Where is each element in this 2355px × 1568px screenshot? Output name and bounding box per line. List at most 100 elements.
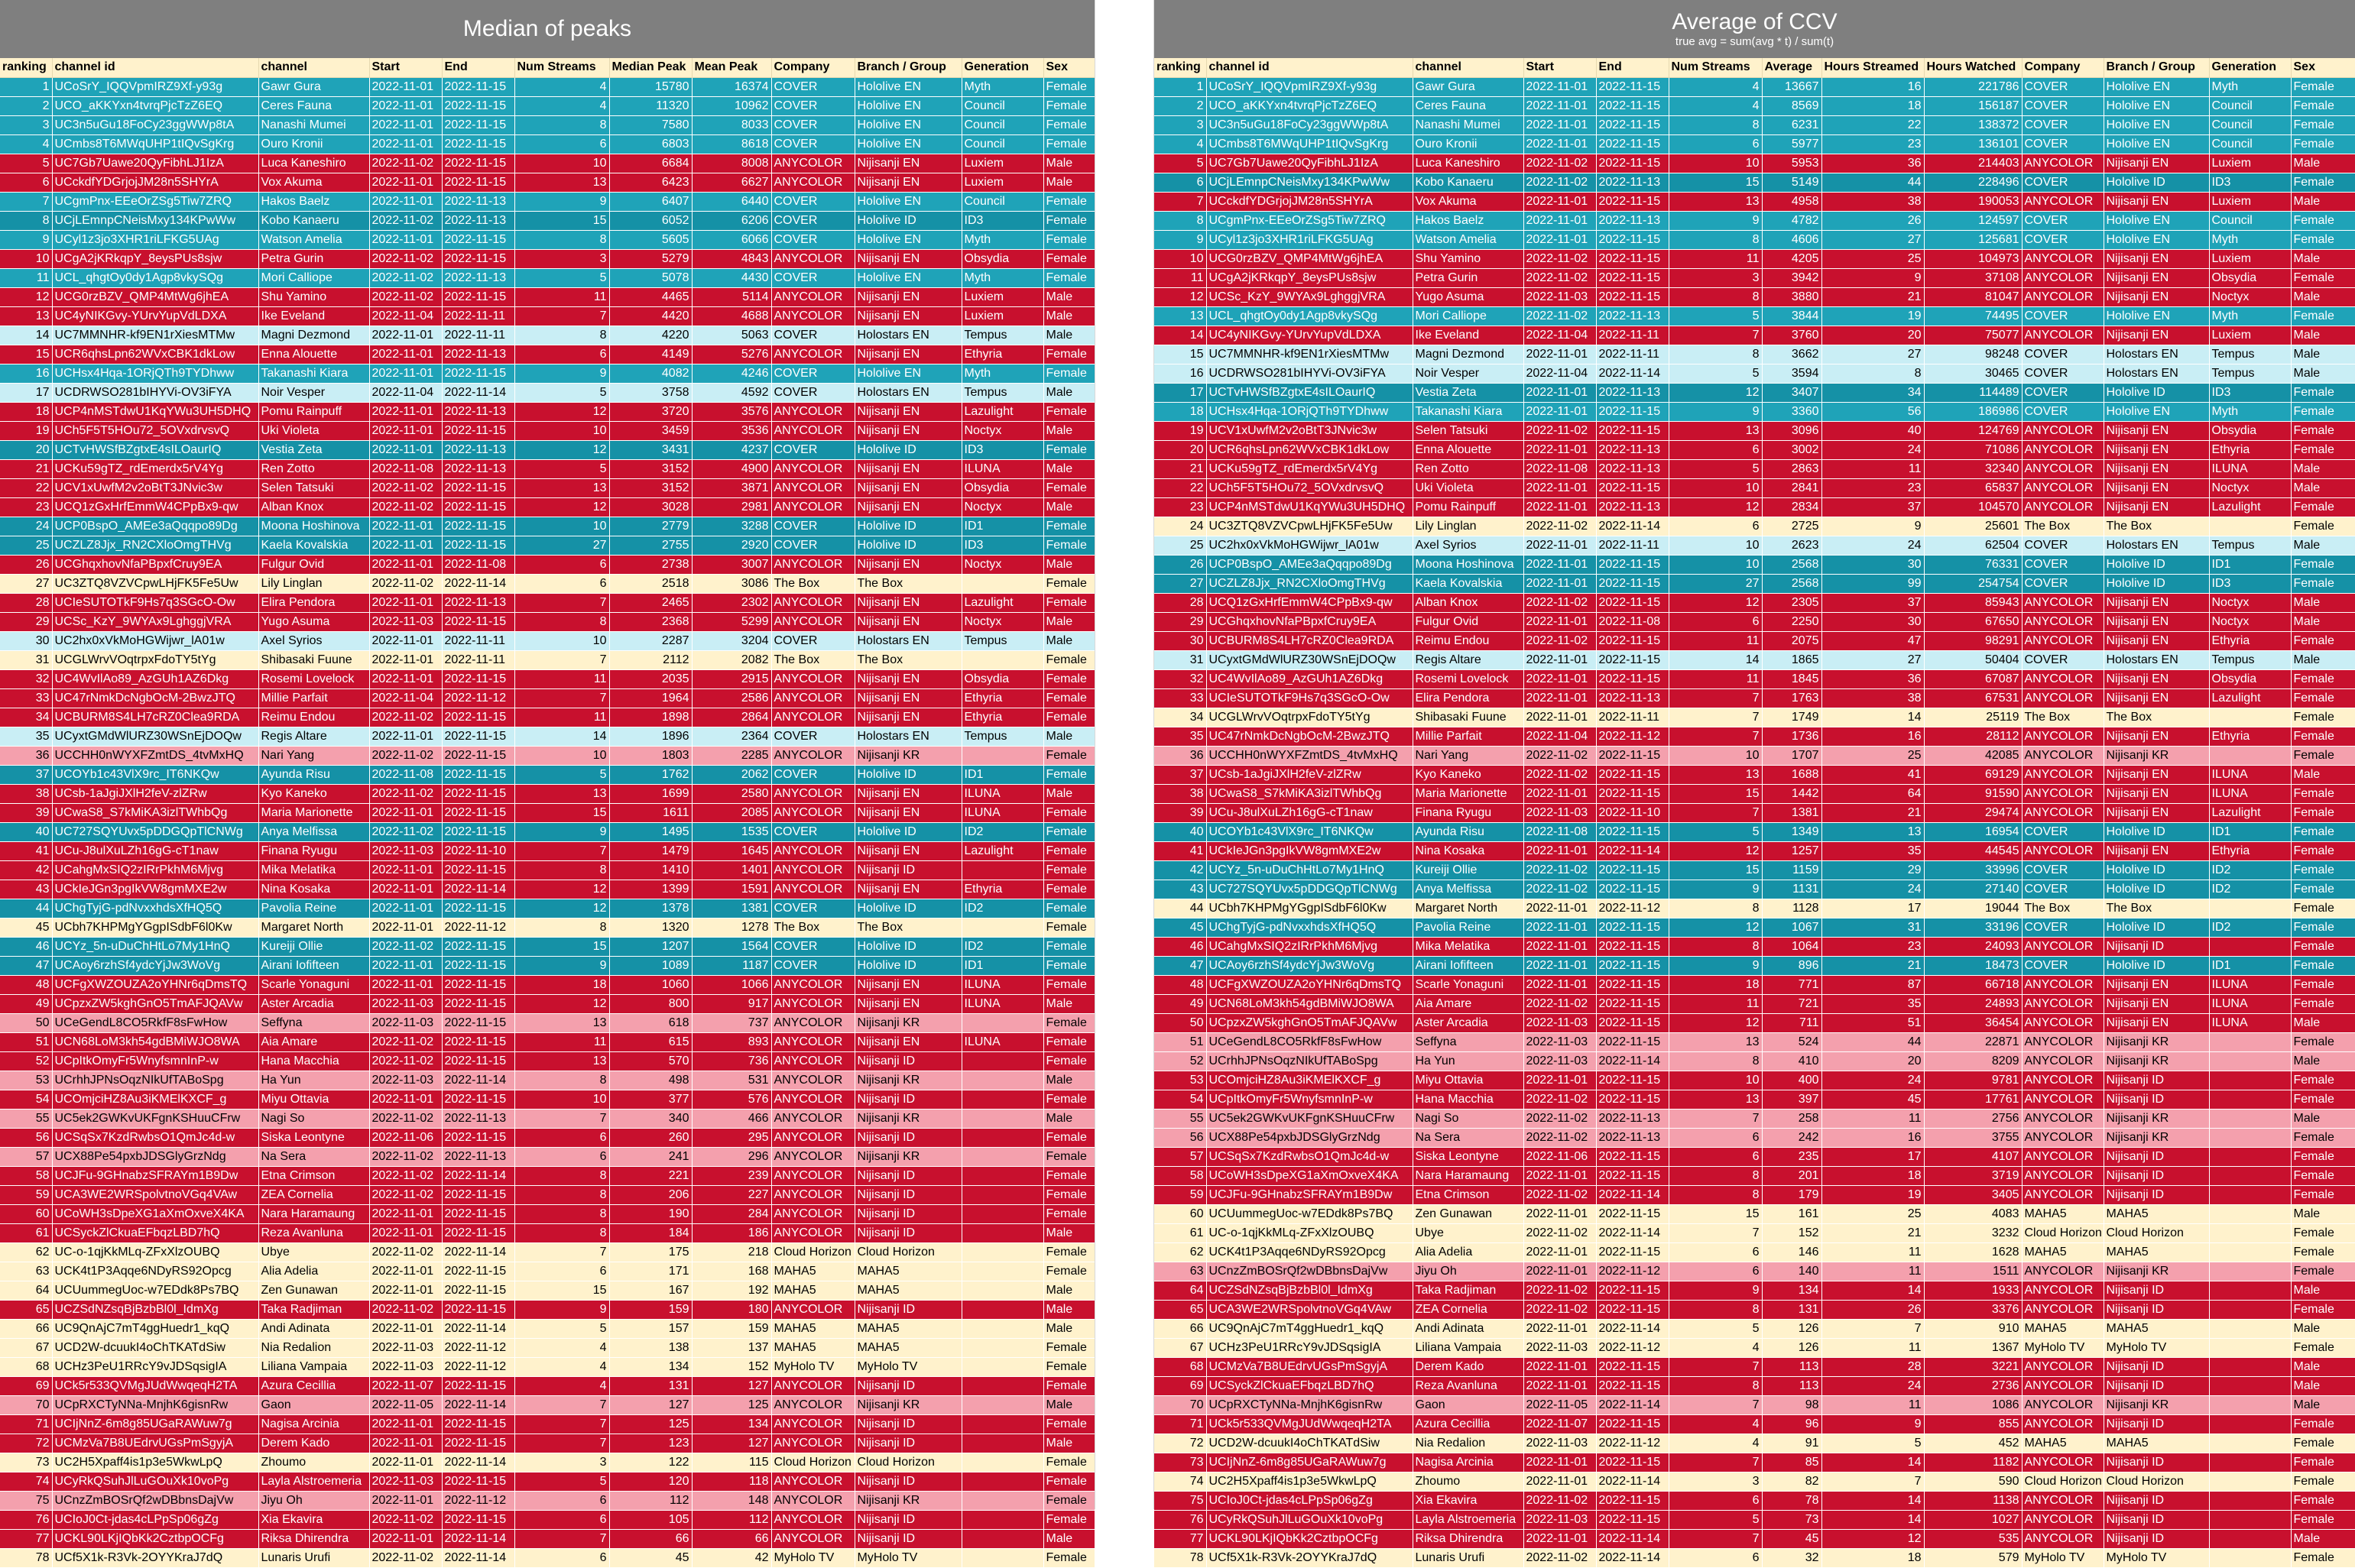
- table-cell[interactable]: 11: [0, 268, 53, 288]
- table-cell[interactable]: 2022-11-01: [1523, 669, 1597, 689]
- table-cell[interactable]: 2022-11-13: [1596, 1109, 1669, 1129]
- table-cell[interactable]: Female: [1043, 1185, 1095, 1205]
- table-cell[interactable]: 5: [1821, 1434, 1925, 1453]
- table-cell[interactable]: [962, 1395, 1044, 1415]
- table-cell[interactable]: MAHA5: [855, 1319, 962, 1339]
- table-cell[interactable]: UCX88Pe54pxbJDSGlyGrzNdg: [52, 1147, 259, 1167]
- table-cell[interactable]: 27: [0, 574, 53, 594]
- table-cell[interactable]: 2022-11-12: [1596, 727, 1669, 747]
- table-cell[interactable]: 30: [0, 631, 53, 651]
- table-cell[interactable]: UCYz_5n-uDuChHtLo7My1HnQ: [52, 937, 259, 957]
- table-cell[interactable]: 2022-11-15: [1596, 478, 1669, 498]
- table-cell[interactable]: 2022-11-13: [1596, 440, 1669, 460]
- table-cell[interactable]: UCUummegUoc-w7EDdk8Ps7BQ: [52, 1281, 259, 1301]
- table-cell[interactable]: COVER: [771, 937, 855, 957]
- table-cell[interactable]: 2022-11-14: [442, 1071, 515, 1090]
- table-cell[interactable]: [962, 1376, 1044, 1396]
- table-cell[interactable]: 9: [514, 364, 610, 384]
- table-cell[interactable]: Shibasaki Fuune: [1413, 708, 1524, 727]
- table-cell[interactable]: 125681: [1924, 230, 2023, 250]
- table-cell[interactable]: 239: [692, 1166, 772, 1186]
- table-cell[interactable]: Female: [1043, 478, 1095, 498]
- table-cell[interactable]: 10: [1669, 746, 1763, 766]
- table-cell[interactable]: 45: [609, 1548, 693, 1568]
- table-cell[interactable]: 2022-11-01: [369, 440, 443, 460]
- table-cell[interactable]: UC2hx0xVkMoHGWijwr_lA01w: [1206, 536, 1413, 556]
- table-cell[interactable]: The Box: [855, 574, 962, 594]
- table-cell[interactable]: 2022-11-15: [442, 994, 515, 1014]
- table-cell[interactable]: 2022-11-01: [1523, 841, 1597, 861]
- table-cell[interactable]: Female: [2291, 803, 2355, 823]
- table-cell[interactable]: Council: [2209, 134, 2292, 154]
- table-cell[interactable]: ANYCOLOR: [2022, 1376, 2104, 1396]
- table-cell[interactable]: Nijisanji KR: [2104, 1395, 2210, 1415]
- table-cell[interactable]: 1749: [1762, 708, 1822, 727]
- table-cell[interactable]: 2022-11-15: [442, 669, 515, 689]
- table-cell[interactable]: Female: [1043, 1510, 1095, 1530]
- table-cell[interactable]: UCyl1z3jo3XHR1riLFKG5UAg: [52, 230, 259, 250]
- table-cell[interactable]: Nara Haramaung: [258, 1204, 370, 1224]
- table-cell[interactable]: 2022-11-01: [1523, 402, 1597, 422]
- table-cell[interactable]: UCZLZ8Jjx_RN2CXloOmgTHVg: [1206, 574, 1413, 594]
- table-cell[interactable]: UCP0BspO_AMEe3aQqqpo89Dg: [1206, 555, 1413, 575]
- table-cell[interactable]: COVER: [2022, 956, 2104, 976]
- table-cell[interactable]: 2022-11-15: [442, 860, 515, 880]
- table-cell[interactable]: ANYCOLOR: [2022, 975, 2104, 995]
- table-cell[interactable]: Nijisanji EN: [2104, 784, 2210, 804]
- table-cell[interactable]: COVER: [771, 77, 855, 97]
- table-cell[interactable]: 2022-11-07: [1523, 1414, 1597, 1434]
- table-cell[interactable]: 2022-11-13: [442, 211, 515, 231]
- table-cell[interactable]: 60: [0, 1204, 53, 1224]
- table-cell[interactable]: 6627: [692, 173, 772, 193]
- table-cell[interactable]: ILUNA: [2209, 765, 2292, 785]
- table-cell[interactable]: 2022-11-02: [1523, 1223, 1597, 1243]
- table-cell[interactable]: Council: [962, 96, 1044, 116]
- table-cell[interactable]: 190: [609, 1204, 693, 1224]
- table-cell[interactable]: 31: [0, 650, 53, 670]
- table-cell[interactable]: 12: [1669, 841, 1763, 861]
- table-cell[interactable]: Female: [2291, 841, 2355, 861]
- column-header[interactable]: Sex: [2291, 58, 2355, 78]
- table-cell[interactable]: 1089: [609, 956, 693, 976]
- table-cell[interactable]: 23: [1821, 134, 1925, 154]
- table-cell[interactable]: 2022-11-01: [1523, 345, 1597, 364]
- table-cell[interactable]: Female: [1043, 1242, 1095, 1262]
- table-cell[interactable]: 736: [692, 1051, 772, 1071]
- table-cell[interactable]: [2209, 1300, 2292, 1320]
- table-cell[interactable]: 28: [0, 593, 53, 613]
- table-cell[interactable]: 2022-11-01: [369, 402, 443, 422]
- table-cell[interactable]: 2022-11-15: [1596, 880, 1669, 899]
- table-cell[interactable]: [2209, 1338, 2292, 1358]
- table-cell[interactable]: 123: [609, 1434, 693, 1453]
- table-cell[interactable]: 9: [1821, 517, 1925, 536]
- table-cell[interactable]: 9: [1821, 268, 1925, 288]
- table-cell[interactable]: Hololive EN: [855, 77, 962, 97]
- table-cell[interactable]: ANYCOLOR: [771, 669, 855, 689]
- table-cell[interactable]: Luca Kaneshiro: [1413, 154, 1524, 173]
- table-cell[interactable]: Kobo Kanaeru: [1413, 173, 1524, 193]
- table-cell[interactable]: UChgTyjG-pdNvxxhdsXfHQ5Q: [52, 899, 259, 918]
- table-cell[interactable]: 9: [1669, 402, 1763, 422]
- table-cell[interactable]: 29474: [1924, 803, 2023, 823]
- table-cell[interactable]: 50: [1154, 1013, 1207, 1033]
- table-cell[interactable]: 2022-11-01: [1523, 1262, 1597, 1281]
- table-cell[interactable]: ILUNA: [2209, 994, 2292, 1014]
- table-cell[interactable]: Male: [1043, 1300, 1095, 1320]
- table-cell[interactable]: 40: [0, 822, 53, 842]
- table-cell[interactable]: Nijisanji EN: [2104, 249, 2210, 269]
- table-cell[interactable]: 5276: [692, 345, 772, 364]
- table-cell[interactable]: COVER: [2022, 650, 2104, 670]
- table-cell[interactable]: Nijisanji ID: [2104, 1281, 2210, 1301]
- table-cell[interactable]: Maria Marionette: [1413, 784, 1524, 804]
- table-cell[interactable]: 6: [1669, 1548, 1763, 1568]
- table-cell[interactable]: [962, 918, 1044, 938]
- table-cell[interactable]: ANYCOLOR: [771, 1185, 855, 1205]
- table-cell[interactable]: Female: [2291, 727, 2355, 747]
- table-cell[interactable]: [2209, 1281, 2292, 1301]
- table-cell[interactable]: UCpItkOmyFr5WnyfsmnInP-w: [52, 1051, 259, 1071]
- table-cell[interactable]: 2022-11-01: [1523, 1204, 1597, 1224]
- table-cell[interactable]: Nijisanji ID: [855, 1472, 962, 1492]
- table-cell[interactable]: 8: [1669, 1051, 1763, 1071]
- table-cell[interactable]: 186: [692, 1223, 772, 1243]
- table-cell[interactable]: 2022-11-01: [1523, 1166, 1597, 1186]
